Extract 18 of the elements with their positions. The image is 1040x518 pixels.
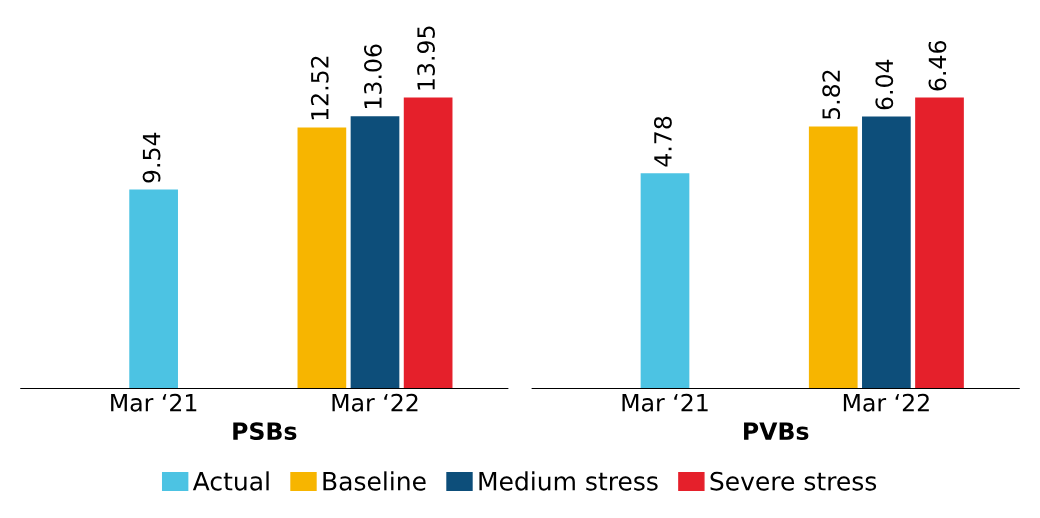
x-tick-label: Mar ‘21: [622, 393, 708, 412]
data-label: 4.78: [653, 116, 672, 167]
legend-label: Severe stress: [710, 471, 877, 491]
data-label: 6.04: [875, 59, 894, 110]
legend-label: Medium stress: [479, 471, 658, 491]
legend-label: Actual: [192, 471, 269, 491]
data-label: 5.82: [822, 70, 841, 120]
x-axis-title: PSBs: [233, 422, 297, 441]
x-tick-label: Mar ‘21: [111, 393, 197, 412]
data-label: 6.46: [928, 40, 947, 91]
x-tick-label: Mar ‘22: [843, 393, 929, 412]
x-tick-label: Mar ‘22: [332, 393, 418, 412]
data-label: 13.95: [417, 26, 435, 90]
data-label: 9.54: [142, 132, 161, 183]
legend-label: Baseline: [323, 471, 426, 491]
data-label: 12.52: [310, 56, 329, 120]
data-label: 13.06: [363, 44, 382, 109]
x-axis-title: PVBs: [744, 422, 809, 441]
